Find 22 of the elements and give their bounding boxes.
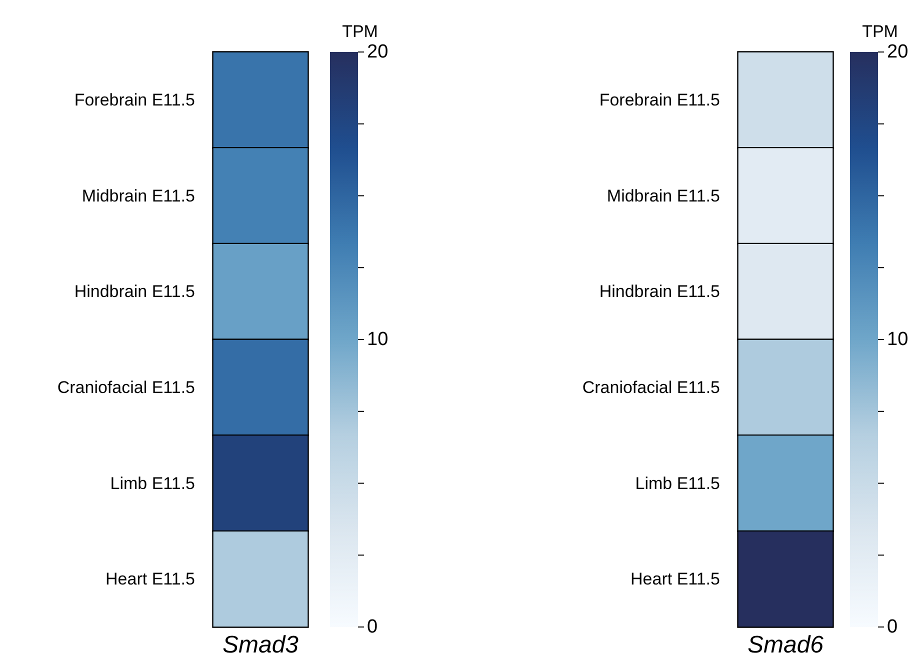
x-tick-label: Smad6	[747, 632, 824, 658]
x-tick-label: Smad3	[222, 632, 300, 658]
color-bar-label: 20	[367, 42, 388, 62]
y-tick-label: Limb E11.5	[110, 474, 195, 493]
y-tick-label: Craniofacial E11.5	[582, 378, 720, 397]
color-bar-title: TPM	[342, 22, 378, 41]
y-tick-label: Heart E11.5	[630, 570, 720, 589]
y-tick-label: Limb E11.5	[635, 474, 720, 493]
color-bar-label: 20	[887, 42, 908, 62]
y-tick-label: Hindbrain E11.5	[599, 282, 720, 302]
y-tick-label: Hindbrain E11.5	[74, 282, 195, 302]
y-tick-label: Midbrain E11.5	[82, 186, 195, 206]
y-tick-label: Midbrain E11.5	[606, 186, 720, 206]
y-tick-label: Forebrain E11.5	[74, 90, 195, 110]
color-bar-label: 0	[887, 616, 898, 638]
color-bar-label: 10	[887, 329, 908, 350]
color-bar-label: 10	[367, 329, 388, 350]
y-tick-label: Craniofacial E11.5	[57, 378, 195, 397]
color-bar-title: TPM	[862, 22, 898, 41]
y-tick-label: Heart E11.5	[106, 570, 195, 589]
color-bar-label: 0	[367, 616, 378, 638]
y-tick-label: Forebrain E11.5	[599, 90, 720, 110]
